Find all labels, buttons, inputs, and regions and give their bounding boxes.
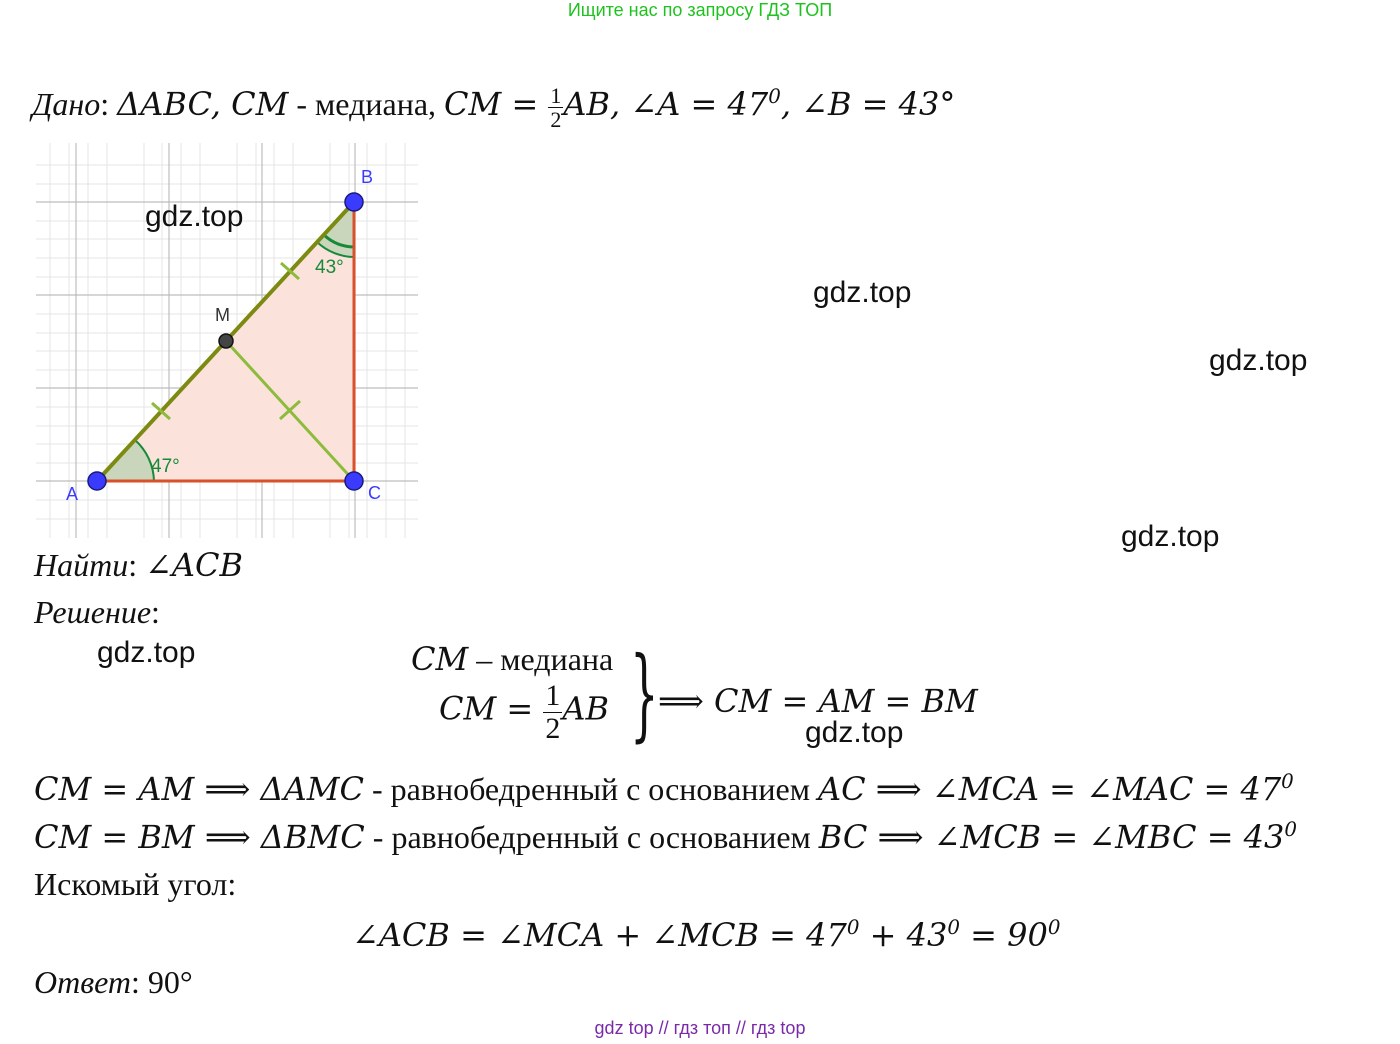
answer-label: Ответ <box>34 964 131 1000</box>
given-line: Дано: ΔABC, CM - медиана, CM = 1 2 AB, ∠A … <box>32 83 956 133</box>
system-line-2: CM = 1 2 AB <box>439 679 610 745</box>
label-a: A <box>66 484 78 504</box>
solution-line-2: CM = BM ⟹ ΔBMC - равнобедренный с основа… <box>34 818 1298 856</box>
find-label: Найти <box>34 547 129 583</box>
given-label: Дано <box>32 85 101 122</box>
system-line-1: CM – медиана <box>411 640 614 678</box>
watermark: gdz.top <box>1121 520 1220 553</box>
point-m <box>218 333 234 349</box>
find-value: ∠ACB <box>145 546 244 584</box>
angle-a-label: 47° <box>151 456 180 477</box>
system-result: ⟹ CM = AM = BM <box>658 682 978 720</box>
given-angle-b: , ∠B = 43° <box>780 84 956 123</box>
tick-marks <box>151 261 302 421</box>
angle-b-arc-inner <box>322 233 355 249</box>
point-b <box>344 192 364 212</box>
solution-line: Решение: <box>34 594 160 630</box>
given-cm-eq: CM = <box>444 84 549 123</box>
solution-label: Решение <box>34 594 152 630</box>
watermark: gdz.top <box>145 200 244 233</box>
point-a <box>87 471 107 491</box>
given-exp: 0 <box>768 85 781 109</box>
answer-line: Ответ: 90° <box>34 964 193 1000</box>
solution-line-1: CM = AM ⟹ ΔAMC - равнобедренный с основа… <box>34 770 1294 808</box>
given-triangle: ΔABC, CM <box>117 84 289 123</box>
watermark: gdz.top <box>97 636 196 669</box>
find-line: Найти: ∠ACB <box>34 546 244 584</box>
label-c: C <box>368 483 381 503</box>
given-ab-rest: AB, ∠A = 47 <box>563 84 769 123</box>
watermark: gdz.top <box>813 276 912 309</box>
given-median-word: - медиана, <box>288 85 445 122</box>
label-m: M <box>215 305 230 325</box>
final-equation: ∠ACB = ∠MCA + ∠MCB = 470 + 430 = 900 <box>352 916 1061 954</box>
system-brace: } <box>630 635 659 752</box>
point-c <box>344 471 364 491</box>
sought-angle-line: Искомый угол: <box>34 866 237 902</box>
watermark: gdz.top <box>805 716 904 749</box>
answer-value: 90° <box>147 964 193 1000</box>
label-b: B <box>361 167 373 187</box>
footer-links: gdz top // гдз топ // гдз top <box>594 1018 806 1038</box>
angle-b-label: 43° <box>315 257 344 278</box>
watermark: gdz.top <box>1209 344 1308 377</box>
triangle-figure: A B C M 47° 43° <box>36 143 418 538</box>
top-banner: Ищите нас по запросу ГДЗ ТОП <box>567 0 833 20</box>
